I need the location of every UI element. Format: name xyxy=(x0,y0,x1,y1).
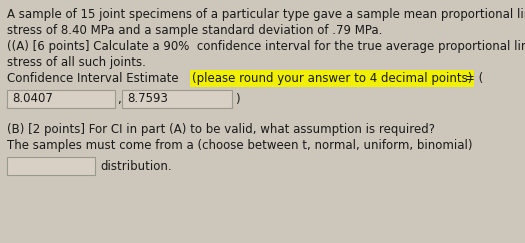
Text: The samples must come from a (choose between t, normal, uniform, binomial): The samples must come from a (choose bet… xyxy=(7,139,472,152)
Text: ,: , xyxy=(117,93,121,105)
Text: distribution.: distribution. xyxy=(100,159,172,173)
Text: = (: = ( xyxy=(465,72,483,85)
Text: (please round your answer to 4 decimal points): (please round your answer to 4 decimal p… xyxy=(192,72,472,85)
FancyBboxPatch shape xyxy=(122,90,232,108)
Text: A sample of 15 joint specimens of a particular type gave a sample mean proportio: A sample of 15 joint specimens of a part… xyxy=(7,8,525,21)
FancyBboxPatch shape xyxy=(7,157,95,175)
Text: ((A) [6 points] Calculate a 90%  confidence interval for the true average propor: ((A) [6 points] Calculate a 90% confiden… xyxy=(7,40,525,53)
FancyBboxPatch shape xyxy=(7,90,115,108)
Text: stress of 8.40 MPa and a sample standard deviation of .79 MPa.: stress of 8.40 MPa and a sample standard… xyxy=(7,24,382,37)
Text: (B) [2 points] For CI in part (A) to be valid, what assumption is required?: (B) [2 points] For CI in part (A) to be … xyxy=(7,123,435,136)
Text: 8.7593: 8.7593 xyxy=(127,93,168,105)
Text: Confidence Interval Estimate: Confidence Interval Estimate xyxy=(7,72,182,85)
Text: 8.0407: 8.0407 xyxy=(12,93,53,105)
Text: stress of all such joints.: stress of all such joints. xyxy=(7,56,146,69)
Text: ): ) xyxy=(235,93,239,105)
